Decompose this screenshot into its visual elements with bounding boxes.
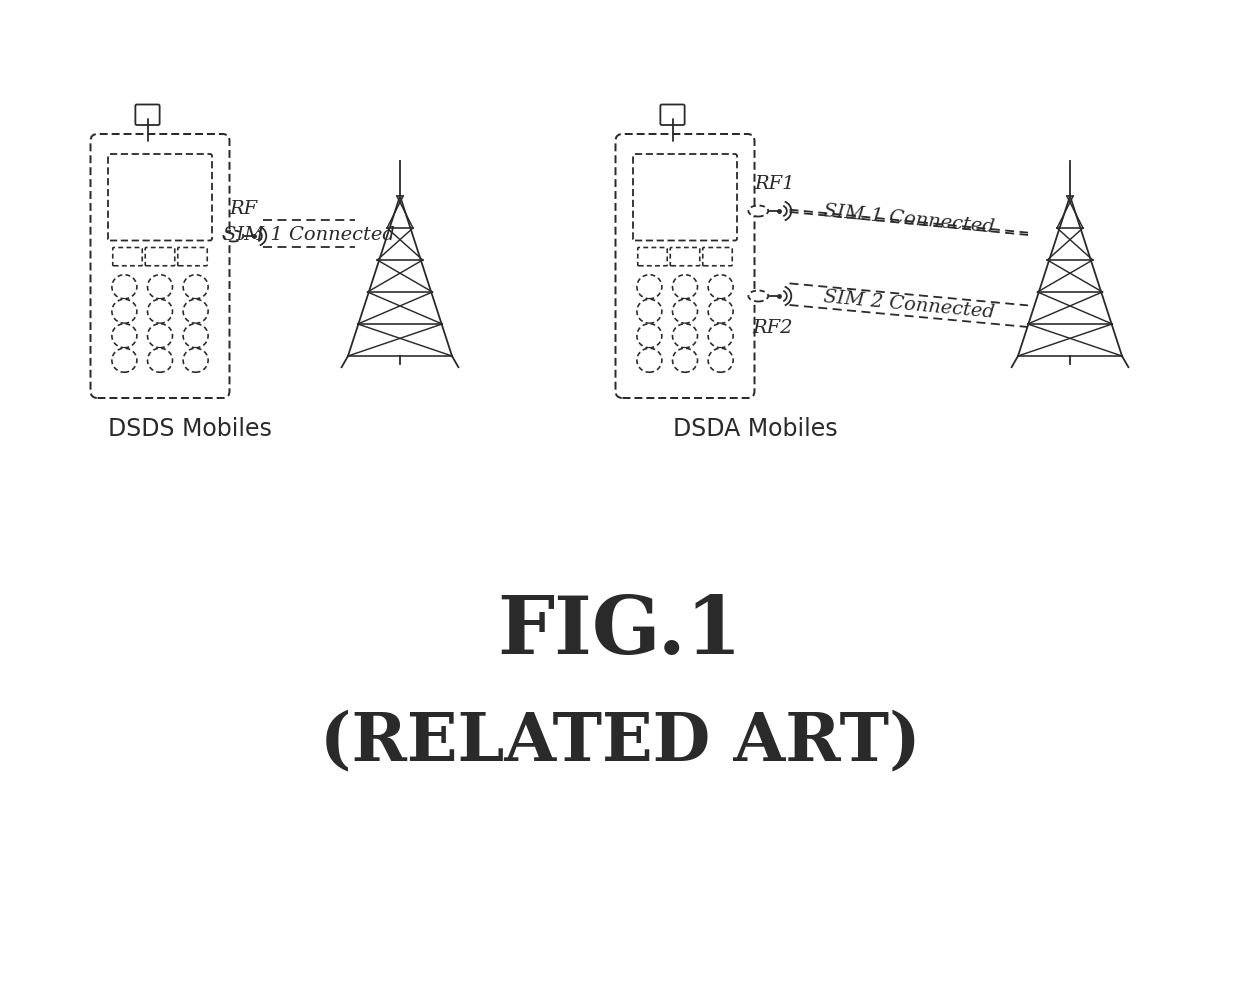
Ellipse shape	[112, 300, 136, 324]
FancyBboxPatch shape	[637, 248, 667, 266]
Ellipse shape	[184, 300, 208, 324]
Ellipse shape	[223, 232, 243, 243]
Text: RF: RF	[229, 200, 258, 218]
Ellipse shape	[184, 275, 208, 300]
Ellipse shape	[672, 324, 697, 348]
Ellipse shape	[637, 275, 662, 300]
Ellipse shape	[637, 324, 662, 348]
Ellipse shape	[672, 349, 697, 373]
Text: FIG.1: FIG.1	[497, 593, 743, 670]
Ellipse shape	[637, 300, 662, 324]
Text: RF1: RF1	[754, 175, 795, 193]
FancyBboxPatch shape	[671, 248, 699, 266]
FancyBboxPatch shape	[632, 155, 737, 242]
Ellipse shape	[749, 206, 769, 217]
Ellipse shape	[148, 324, 172, 348]
FancyBboxPatch shape	[113, 248, 143, 266]
Text: SIM 1 Connected: SIM 1 Connected	[223, 226, 394, 244]
FancyBboxPatch shape	[91, 135, 229, 398]
Ellipse shape	[672, 275, 697, 300]
Ellipse shape	[184, 349, 208, 373]
FancyBboxPatch shape	[145, 248, 175, 266]
Ellipse shape	[672, 300, 697, 324]
Ellipse shape	[148, 300, 172, 324]
FancyBboxPatch shape	[108, 155, 212, 242]
Ellipse shape	[708, 324, 733, 348]
Text: DSDA Mobiles: DSDA Mobiles	[672, 416, 837, 441]
Ellipse shape	[184, 324, 208, 348]
Ellipse shape	[708, 300, 733, 324]
Ellipse shape	[148, 349, 172, 373]
FancyBboxPatch shape	[615, 135, 754, 398]
Ellipse shape	[112, 349, 136, 373]
Text: RF2: RF2	[753, 318, 794, 336]
Text: SIM 2 Connected: SIM 2 Connected	[822, 288, 996, 321]
FancyBboxPatch shape	[135, 106, 160, 126]
FancyBboxPatch shape	[703, 248, 733, 266]
Ellipse shape	[708, 349, 733, 373]
Ellipse shape	[637, 349, 662, 373]
Ellipse shape	[749, 291, 769, 302]
FancyBboxPatch shape	[177, 248, 207, 266]
Text: SIM 1 Connected: SIM 1 Connected	[822, 202, 996, 237]
Ellipse shape	[708, 275, 733, 300]
Ellipse shape	[112, 324, 136, 348]
Ellipse shape	[148, 275, 172, 300]
FancyBboxPatch shape	[661, 106, 684, 126]
Text: DSDS Mobiles: DSDS Mobiles	[108, 416, 272, 441]
Text: (RELATED ART): (RELATED ART)	[320, 709, 920, 774]
Ellipse shape	[112, 275, 136, 300]
